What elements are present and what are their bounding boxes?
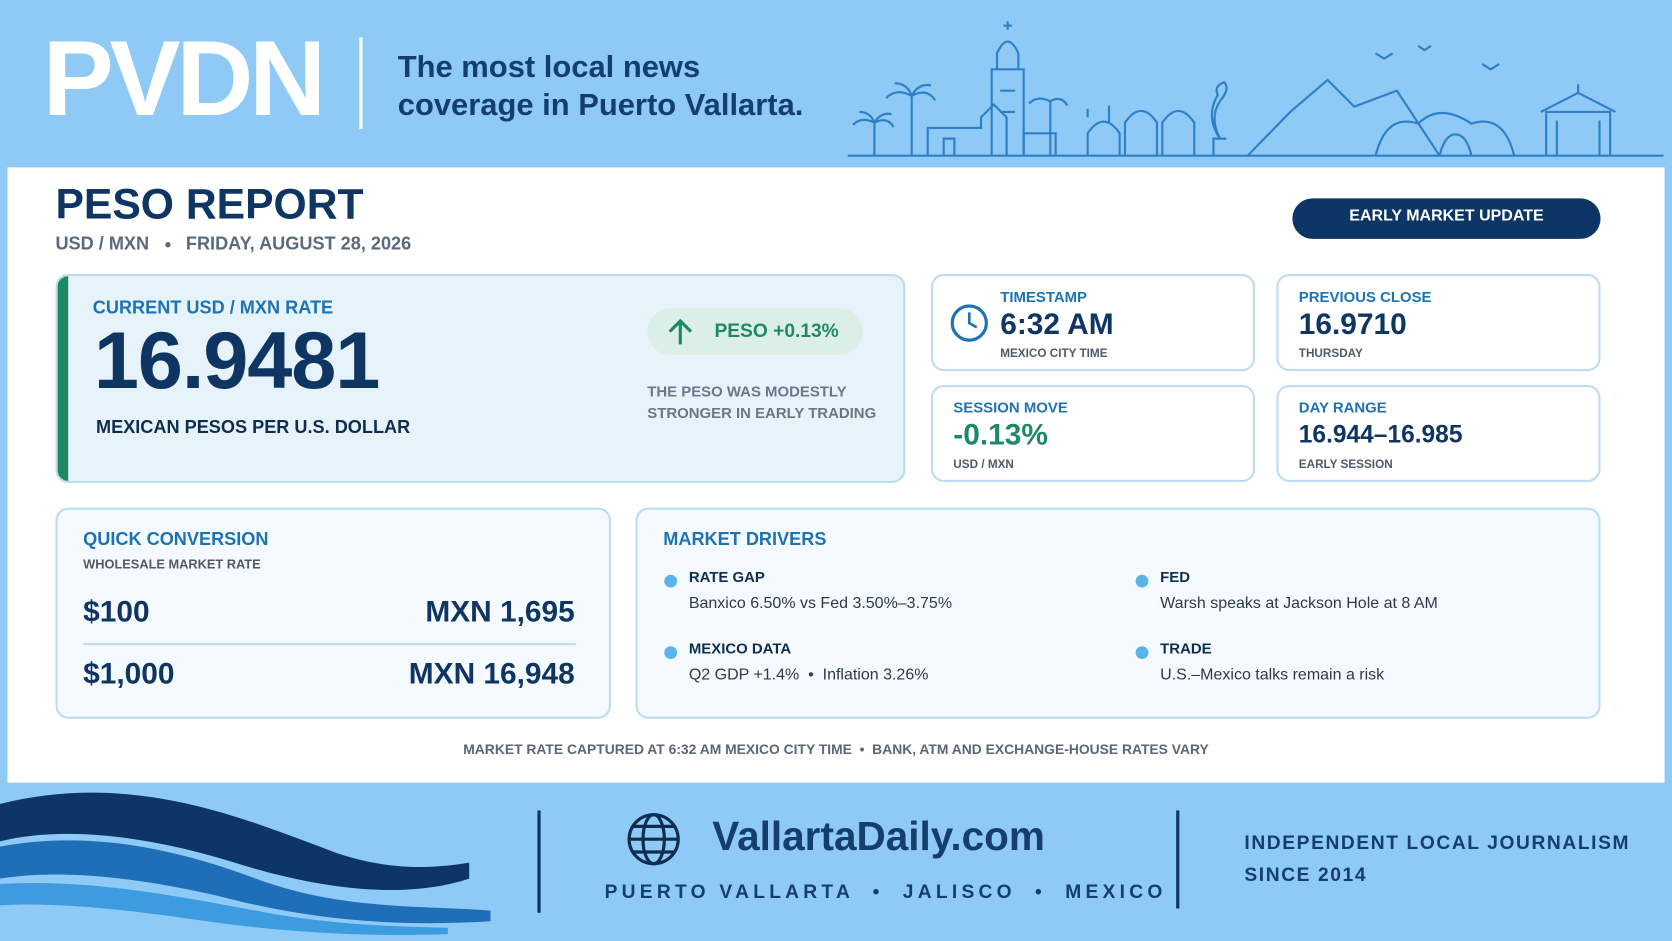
driver-label: MEXICO DATA xyxy=(688,639,792,657)
divider xyxy=(359,37,363,130)
accent-bar xyxy=(57,276,69,481)
pair: USD / MXN xyxy=(55,233,150,254)
location: PUERTO VALLARTA • JALISCO • MEXICO xyxy=(604,880,1167,903)
report-subtitle: USD / MXN FRIDAY, AUGUST 28, 2026 xyxy=(55,234,411,255)
stat-label: DAY RANGE xyxy=(1298,398,1387,416)
stat-label: TIMESTAMP xyxy=(1000,287,1088,305)
conversion-subtitle: WHOLESALE MARKET RATE xyxy=(83,556,261,572)
row-divider xyxy=(83,642,576,646)
stat-card: DAY RANGE 16.944–16.985 EARLY SESSION xyxy=(1276,384,1601,482)
tagline: The most local news coverage in Puerto V… xyxy=(398,48,804,125)
divider xyxy=(1176,810,1180,909)
tagline-line: The most local news xyxy=(397,50,701,85)
driver-text: U.S.–Mexico talks remain a risk xyxy=(1160,665,1385,684)
drivers-title: MARKET DRIVERS xyxy=(663,528,827,550)
stat-sub: EARLY SESSION xyxy=(1298,458,1393,472)
motto-line: SINCE 2014 xyxy=(1244,863,1368,886)
conversion-mxn: MXN 16,948 xyxy=(408,656,575,690)
badge: EARLY MARKET UPDATE xyxy=(1292,198,1601,239)
conversion-mxn: MXN 1,695 xyxy=(425,595,575,629)
date: FRIDAY, AUGUST 28, 2026 xyxy=(185,233,412,254)
driver-label: TRADE xyxy=(1160,639,1212,657)
brand: PVDN xyxy=(42,19,326,139)
motto: INDEPENDENT LOCAL JOURNALISM SINCE 2014 xyxy=(1244,826,1630,890)
driver-text: Warsh speaks at Jackson Hole at 8 AM xyxy=(1160,593,1438,613)
motto-line: INDEPENDENT LOCAL JOURNALISM xyxy=(1244,831,1631,854)
conversion-usd: $100 xyxy=(83,595,150,629)
bullet xyxy=(1135,574,1149,588)
driver-label: RATE GAP xyxy=(688,568,765,586)
stat-value: 16.9710 xyxy=(1298,307,1407,341)
bullet xyxy=(664,574,678,588)
divider xyxy=(537,810,541,913)
stat-sub: USD / MXN xyxy=(953,458,1014,472)
conversion-title: QUICK CONVERSION xyxy=(83,528,269,550)
driver-text: Banxico 6.50% vs Fed 3.50%–3.75% xyxy=(688,593,953,613)
separator xyxy=(164,242,171,248)
rate-note: THE PESO WAS MODESTLY STRONGER IN EARLY … xyxy=(647,382,877,422)
stat-value: 16.944–16.985 xyxy=(1298,420,1463,448)
rate-description: MEXICAN PESOS PER U.S. DOLLAR xyxy=(95,416,411,438)
skyline xyxy=(847,21,1664,157)
stat-value: -0.13% xyxy=(953,418,1048,452)
stat-sub: MEXICO CITY TIME xyxy=(1000,347,1108,361)
stat-sub: THURSDAY xyxy=(1298,347,1363,361)
change: PESO +0.13% xyxy=(714,319,839,342)
conversion-card: QUICK CONVERSION WHOLESALE MARKET RATE $… xyxy=(55,507,612,719)
driver-label: FED xyxy=(1160,568,1191,586)
clock-icon xyxy=(950,304,988,342)
waves xyxy=(0,792,491,936)
stat-card: SESSION MOVE -0.13% USD / MXN xyxy=(930,384,1256,482)
rate-card: CURRENT USD / MXN RATE 16.9481 MEXICAN P… xyxy=(55,274,906,484)
stat-label: SESSION MOVE xyxy=(953,398,1068,416)
driver-text: Q2 GDP +1.4% • Inflation 3.26% xyxy=(688,665,929,684)
stat-card: TIMESTAMP 6:32 AM MEXICO CITY TIME xyxy=(930,274,1256,372)
report-title: PESO REPORT xyxy=(55,181,364,229)
conversion-usd: $1,000 xyxy=(83,656,175,690)
tagline-line: coverage in Puerto Vallarta. xyxy=(397,88,804,123)
drivers-card: MARKET DRIVERS RATE GAP Banxico 6.50% vs… xyxy=(635,507,1601,719)
stat-value: 6:32 AM xyxy=(1000,307,1114,341)
bullet xyxy=(664,646,678,659)
stat-label: PREVIOUS CLOSE xyxy=(1298,287,1432,305)
rate-label: CURRENT USD / MXN RATE xyxy=(92,297,334,318)
up-arrow xyxy=(668,318,693,345)
change-pill: PESO +0.13% xyxy=(647,308,863,356)
rate-value: 16.9481 xyxy=(93,315,381,407)
footnote: MARKET RATE CAPTURED AT 6:32 AM MEXICO C… xyxy=(463,741,1209,758)
globe-icon xyxy=(627,813,680,866)
stat-card: PREVIOUS CLOSE 16.9710 THURSDAY xyxy=(1276,274,1601,372)
bullet xyxy=(1135,646,1149,659)
site: VallartaDaily.com xyxy=(712,814,1045,860)
